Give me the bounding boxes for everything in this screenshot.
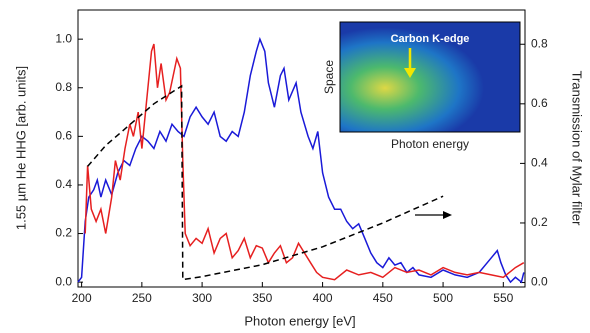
y-tick-label: 0.0: [55, 274, 72, 288]
y-tick-label: 0.6: [55, 129, 72, 143]
x-tick-label: 350: [252, 291, 272, 305]
y-tick-label: 0.4: [55, 177, 72, 191]
inset: Carbon K-edge Photon energy Space: [322, 22, 520, 151]
y2-axis-label: Transmission of Mylar filter: [570, 71, 585, 226]
x-tick-label: 500: [433, 291, 453, 305]
x-tick-label: 250: [132, 291, 152, 305]
y2-tick-label: 0.4: [531, 156, 548, 170]
x-axis-label: Photon energy [eV]: [244, 313, 355, 328]
axis-arrowhead: [443, 211, 452, 219]
y-tick-label: 0.2: [55, 226, 72, 240]
inset-x-label: Photon energy: [391, 137, 469, 151]
chart: Carbon K-edge Photon energy Space Photon…: [0, 0, 590, 333]
inset-y-label: Space: [322, 60, 336, 94]
x-tick-label: 300: [192, 291, 212, 305]
y2-tick-label: 0.2: [531, 215, 548, 229]
x-tick-label: 550: [493, 291, 513, 305]
y-axis-label: 1.55 µm He HHG [arb. units]: [13, 66, 28, 230]
y2-tick-label: 0.6: [531, 96, 548, 110]
x-tick-label: 400: [313, 291, 333, 305]
y-tick-label: 1.0: [55, 31, 72, 45]
x-tick-label: 450: [373, 291, 393, 305]
inset-title: Carbon K-edge: [391, 33, 470, 45]
y-tick-label: 0.8: [55, 80, 72, 94]
y2-tick-label: 0.8: [531, 36, 548, 50]
x-tick-label: 200: [72, 291, 92, 305]
y2-tick-label: 0.0: [531, 275, 548, 289]
